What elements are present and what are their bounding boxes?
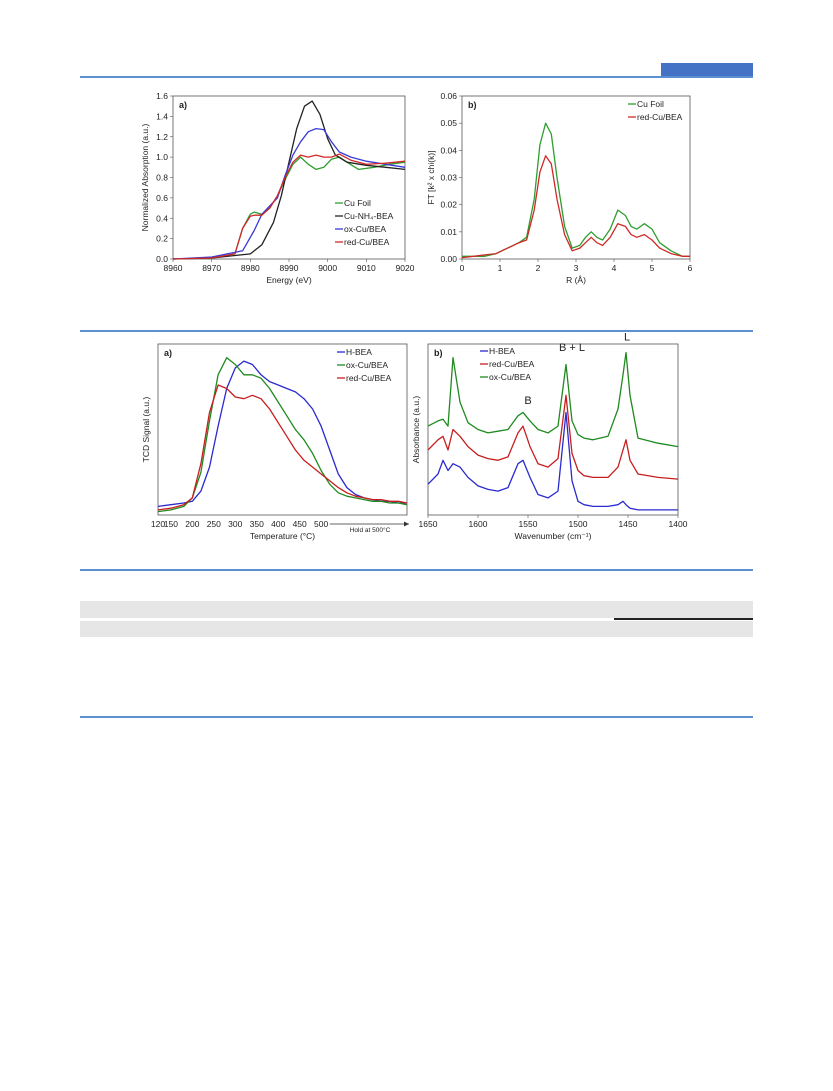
panel-label: b) (434, 348, 443, 358)
y-tick-label: 1.0 (156, 152, 168, 162)
y-tick-label: 1.4 (156, 111, 168, 121)
x-tick-label: 350 (250, 519, 264, 529)
legend-entry: ox-Cu/BEA (344, 224, 386, 234)
series-line-1 (157, 357, 408, 513)
x-tick-label: 150 (164, 519, 178, 529)
y-axis-label: Absorbance (a.u.) (411, 396, 421, 464)
hold-arrow-head (404, 521, 409, 527)
x-tick-label: 3 (574, 263, 579, 273)
x-tick-label: 9020 (396, 263, 415, 273)
series-line-2 (427, 351, 679, 448)
x-tick-label: 8980 (241, 263, 260, 273)
section-rule (80, 569, 753, 571)
y-tick-label: 1.2 (156, 132, 168, 142)
x-tick-label: 1400 (669, 519, 688, 529)
series-line-1 (172, 100, 406, 260)
y-tick-label: 0.2 (156, 234, 168, 244)
x-tick-label: 1500 (569, 519, 588, 529)
y-tick-label: 1.6 (156, 91, 168, 101)
series-line-1 (427, 394, 679, 480)
x-tick-label: 1 (498, 263, 503, 273)
legend-entry: Cu Foil (344, 198, 371, 208)
y-tick-label: 0.03 (440, 173, 457, 183)
legend-entry: ox-Cu/BEA (489, 372, 531, 382)
x-tick-label: 8990 (280, 263, 299, 273)
y-tick-label: 0.06 (440, 91, 457, 101)
section-rule (80, 716, 753, 718)
x-tick-label: 120 (151, 519, 165, 529)
series-line-2 (157, 384, 408, 511)
y-tick-label: 0.05 (440, 118, 457, 128)
table-header-band (80, 601, 753, 618)
y-axis-label: TCD Signal (a.u.) (141, 397, 151, 463)
legend-entry: red-Cu/BEA (637, 112, 683, 122)
x-tick-label: 500 (314, 519, 328, 529)
plot-frame (427, 343, 679, 516)
table-rule (614, 618, 753, 620)
legend-entry: red-Cu/BEA (489, 359, 535, 369)
x-tick-label: 2 (536, 263, 541, 273)
y-tick-label: 0.00 (440, 254, 457, 264)
x-tick-label: 8960 (164, 263, 183, 273)
panel-label: b) (468, 100, 477, 110)
x-tick-label: 0 (460, 263, 465, 273)
peak-annotation: B (524, 395, 531, 407)
xanes-chart: a) 8960 8970 8980 8990 9000 9010 9020 0.0 0.2 0.4 0… (140, 91, 415, 285)
y-tick-label: 0.0 (156, 254, 168, 264)
y-axis-label: FT [k² x chi(k)] (426, 150, 436, 204)
panel-label: a) (164, 348, 172, 358)
x-tick-label: 8970 (202, 263, 221, 273)
x-tick-label: 1450 (619, 519, 638, 529)
x-tick-label: 200 (185, 519, 199, 529)
plot-frame (157, 343, 408, 516)
panel-label: a) (179, 100, 187, 110)
x-axis-label: R (Å) (566, 275, 586, 285)
series-line-0 (427, 411, 678, 511)
x-tick-label: 5 (650, 263, 655, 273)
x-tick-label: 1650 (419, 519, 438, 529)
legend-entry: Cu Foil (637, 99, 664, 109)
legend-entry: H-BEA (489, 346, 515, 356)
series-line-2 (172, 127, 406, 260)
legend-entry: red-Cu/BEA (344, 237, 390, 247)
table-header-band (80, 621, 753, 637)
exafs-chart: b) 0 1 2 3 4 5 6 0.00 0.01 0.02 0.03 0.04 0.05 0.06 R (… (426, 91, 693, 285)
section-rule (80, 330, 753, 332)
peak-annotation: B + L (559, 342, 585, 354)
x-tick-label: 9000 (318, 263, 337, 273)
series-line-1 (461, 155, 690, 259)
y-tick-label: 0.02 (440, 200, 457, 210)
legend-entry: H-BEA (346, 347, 372, 357)
header-tab (661, 63, 753, 77)
series-line-3 (172, 153, 406, 260)
y-tick-label: 0.8 (156, 173, 168, 183)
x-tick-label: 4 (612, 263, 617, 273)
legend-entry: red-Cu/BEA (346, 373, 392, 383)
hold-label: Hold at 500°C (350, 526, 391, 534)
x-tick-label: 250 (207, 519, 221, 529)
y-tick-label: 0.04 (440, 145, 457, 155)
x-axis-label: Energy (eV) (266, 275, 312, 285)
legend-entry: Cu-NH₄-BEA (344, 211, 394, 221)
x-tick-label: 9010 (357, 263, 376, 273)
x-tick-label: 6 (688, 263, 693, 273)
y-tick-label: 0.6 (156, 193, 168, 203)
y-axis-label: Normalized Absorption (a.u.) (140, 123, 150, 231)
x-tick-label: 1600 (469, 519, 488, 529)
x-tick-label: 450 (293, 519, 307, 529)
x-axis-label: Wavenumber (cm⁻¹) (515, 531, 592, 541)
y-tick-label: 0.01 (440, 227, 457, 237)
ftir-chart: b) 1650 1600 1550 1500 1450 1400 Wavenumber (cm… (411, 332, 688, 541)
header-rule (80, 76, 753, 78)
legend-entry: ox-Cu/BEA (346, 360, 388, 370)
y-tick-label: 0.4 (156, 213, 168, 223)
x-tick-label: 1550 (519, 519, 538, 529)
x-tick-label: 400 (271, 519, 285, 529)
x-tick-label: 300 (228, 519, 242, 529)
x-axis-label: Temperature (°C) (250, 531, 315, 541)
peak-annotation: L (624, 332, 630, 344)
